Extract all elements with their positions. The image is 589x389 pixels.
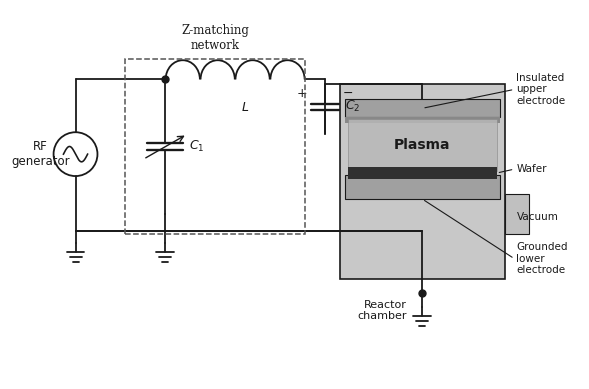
Text: $C_1$: $C_1$ [189,139,205,154]
Bar [125,60,305,234]
Bar [505,194,530,234]
Text: Insulated
upper
electrode: Insulated upper electrode [517,73,565,106]
Bar [340,84,505,279]
Text: RF
generator: RF generator [11,140,70,168]
Text: Wafer: Wafer [517,164,547,174]
Text: Plasma: Plasma [394,138,451,152]
Text: Reactor
chamber: Reactor chamber [358,300,407,321]
Text: Z-matching
network: Z-matching network [181,23,249,51]
Bar [348,119,497,171]
Bar [345,117,499,123]
Text: −: − [343,87,353,100]
Text: $C_2$: $C_2$ [345,99,360,114]
Text: +: + [296,87,307,100]
Bar [345,99,499,117]
Bar [348,167,497,179]
Text: Vacuum: Vacuum [517,212,558,222]
Text: Grounded
lower
electrode: Grounded lower electrode [517,242,568,275]
Text: $L$: $L$ [241,101,249,114]
Bar [345,175,499,199]
